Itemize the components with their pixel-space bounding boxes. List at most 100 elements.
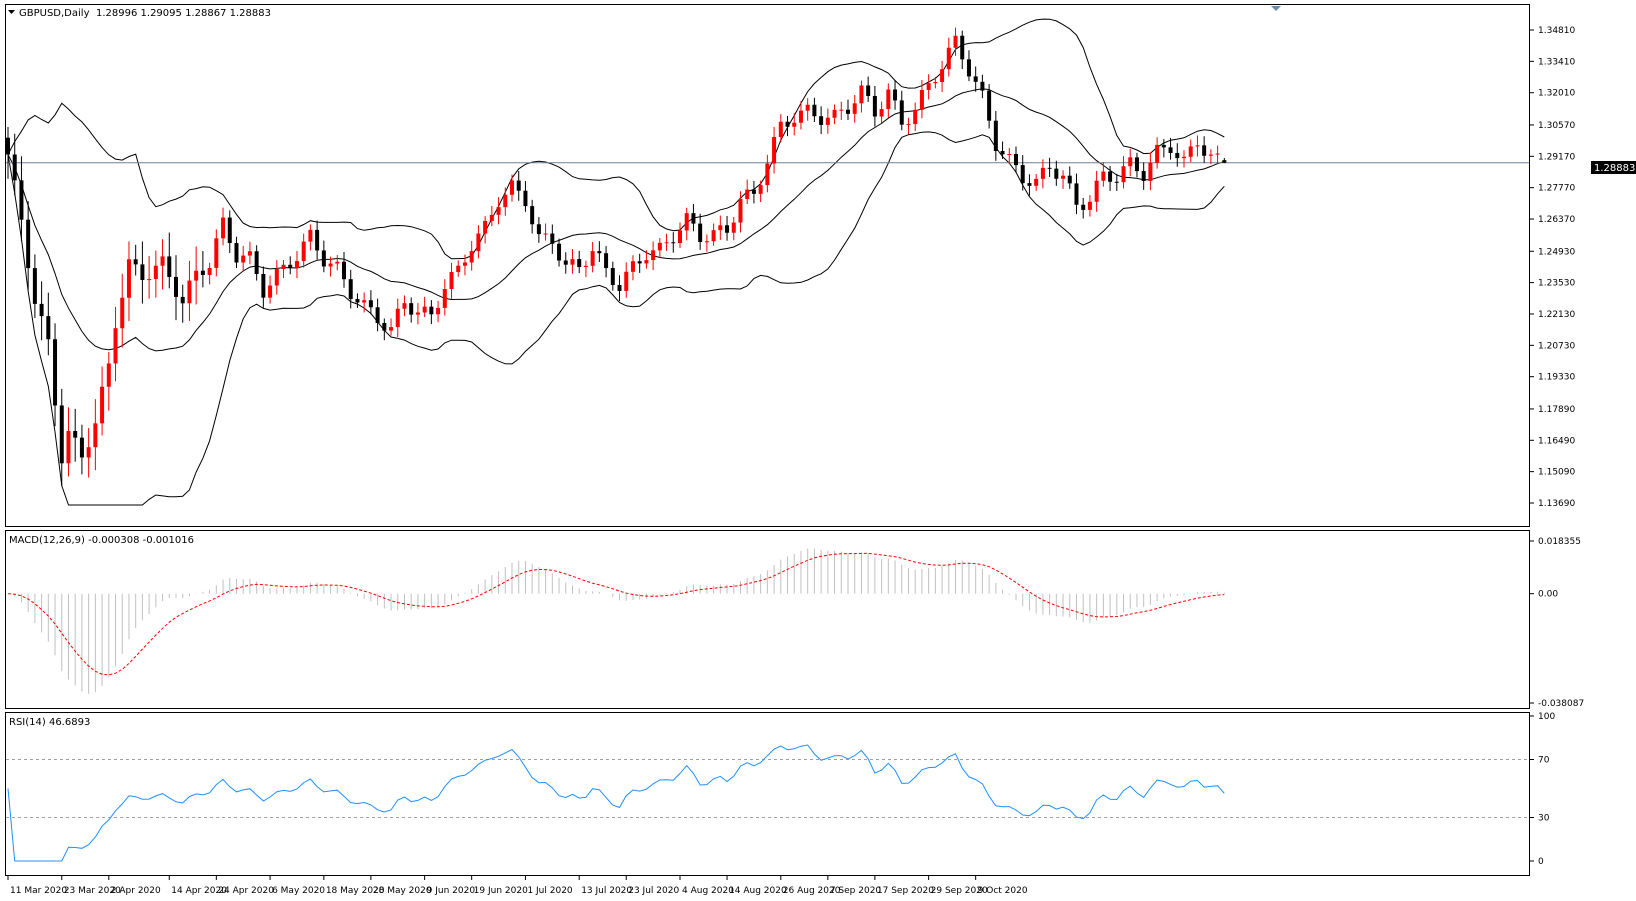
date-tick-label: 18 May 2020	[326, 886, 385, 896]
candle-body	[966, 59, 971, 77]
candle-body	[254, 251, 259, 274]
candle-body	[328, 263, 333, 267]
candle-body	[348, 279, 353, 300]
candle-body	[402, 303, 407, 309]
candle-body	[973, 76, 978, 82]
candle-body	[1215, 153, 1220, 155]
rsi-tick-label: 30	[1538, 814, 1550, 824]
candle-body	[409, 303, 414, 315]
candle-body	[751, 189, 756, 194]
candle-body	[913, 109, 918, 125]
price-tick-label: 1.34810	[1538, 26, 1575, 36]
shift-marker-icon[interactable]	[1271, 6, 1281, 11]
candle-body	[160, 256, 165, 266]
candle-body	[510, 180, 514, 195]
date-tick-label: 26 Aug 2020	[783, 886, 841, 896]
date-tick-label: 6 May 2020	[272, 886, 325, 896]
candle-body	[1061, 175, 1066, 179]
candle-body	[200, 270, 205, 275]
date-tick-label: 9 Jun 2020	[427, 886, 476, 896]
candle-body	[1034, 178, 1039, 186]
candle-body	[886, 89, 891, 110]
rsi-panel-frame	[5, 712, 1530, 876]
date-tick-label: 23 Mar 2020	[64, 886, 121, 896]
price-tick-label: 1.15090	[1538, 468, 1575, 478]
rsi-panel	[6, 744, 1529, 862]
candle-body	[429, 306, 434, 315]
candle-body	[1087, 201, 1092, 210]
candle-body	[550, 233, 555, 244]
date-tick-label: 19 Jun 2020	[474, 886, 528, 896]
candle-body	[852, 103, 857, 114]
candle-body	[597, 251, 602, 254]
price-panel	[6, 18, 1529, 506]
candle-body	[825, 117, 830, 125]
symbol-header: GBPUSD,Daily	[19, 8, 90, 19]
candle-body	[664, 242, 669, 244]
candle-body	[436, 307, 441, 315]
candle-body	[194, 270, 199, 281]
candle-body	[577, 259, 582, 268]
candle-body	[241, 255, 246, 263]
candle-body	[395, 308, 400, 328]
candle-body	[644, 260, 649, 264]
date-tick-label: 14 Aug 2020	[729, 886, 787, 896]
candle-body	[1175, 152, 1180, 159]
price-tick-label: 1.20730	[1538, 341, 1575, 351]
candle-body	[624, 271, 629, 291]
axes: 1.34810 1.33410 1.32010 1.30570 1.29170 1.277…	[7, 26, 1584, 896]
candle-body	[449, 272, 454, 290]
candle-body	[570, 259, 575, 265]
candle-body	[698, 223, 703, 242]
last-price-label: 1.28883	[1594, 163, 1635, 174]
candle-body	[415, 312, 420, 315]
price-tick-label: 1.29170	[1538, 152, 1575, 162]
candle-body	[32, 268, 37, 304]
candle-body	[247, 251, 252, 256]
candle-body	[153, 265, 158, 280]
date-tick-label: 1 Jul 2020	[527, 886, 572, 896]
last-price-tag	[1591, 161, 1636, 174]
candle-body	[953, 35, 958, 48]
candle-body	[469, 251, 474, 263]
candle-body	[1007, 154, 1012, 156]
price-tick-label: 1.33410	[1538, 57, 1575, 67]
candle-body	[382, 323, 387, 331]
candle-body	[516, 180, 521, 191]
candle-body	[772, 136, 777, 164]
candle-body	[893, 89, 898, 101]
candle-body	[657, 242, 662, 251]
candle-body	[261, 273, 266, 298]
candle-body	[778, 121, 783, 137]
candle-body	[993, 120, 998, 152]
candle-body	[59, 405, 64, 464]
candle-body	[536, 224, 541, 235]
candle-body	[933, 82, 938, 84]
bollinger-upper-line	[7, 18, 1225, 260]
candle-body	[368, 300, 373, 308]
candle-body	[765, 163, 770, 186]
candle-body	[879, 109, 884, 117]
candle-body	[704, 241, 709, 243]
candle-body	[987, 90, 992, 121]
candle-body	[1182, 156, 1186, 159]
candle-body	[718, 225, 723, 231]
candle-body	[604, 253, 609, 269]
candle-body	[1114, 181, 1119, 183]
candle-body	[53, 339, 58, 406]
candle-body	[691, 213, 696, 224]
candle-body	[46, 316, 51, 340]
price-tick-label: 1.32010	[1538, 89, 1575, 99]
candle-body	[227, 217, 232, 244]
price-tick-label: 1.30570	[1538, 121, 1575, 131]
candle-body	[1014, 154, 1018, 166]
candle-body	[819, 116, 824, 125]
candle-body	[489, 214, 494, 221]
candle-body	[93, 423, 98, 448]
symbol-dropdown-icon[interactable]	[8, 10, 15, 14]
candle-body	[140, 264, 145, 281]
date-tick-label: 14 Apr 2020	[171, 886, 227, 896]
rsi-tick-label: 0	[1538, 857, 1544, 867]
price-tick-label: 1.27770	[1538, 184, 1575, 194]
